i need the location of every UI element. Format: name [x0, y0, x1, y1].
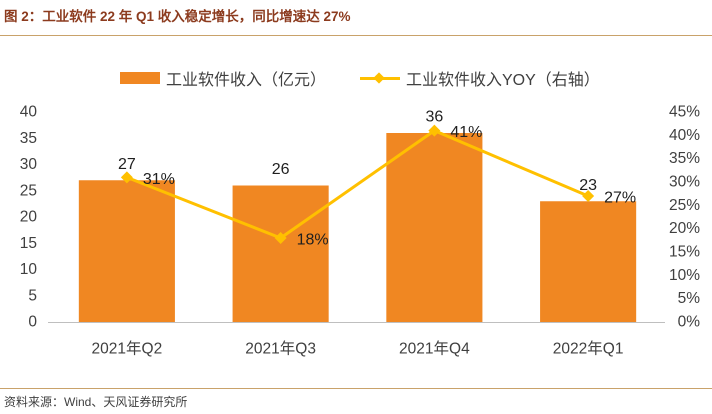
right-axis-tick-label-8: 40%	[669, 127, 700, 144]
left-axis-tick-label-8: 40	[20, 104, 38, 121]
right-axis-tick-label-5: 25%	[669, 197, 700, 214]
right-axis-tick-label-0: 0%	[678, 314, 701, 331]
revenue-bar-label-1: 27	[118, 156, 136, 173]
left-axis-tick-label-7: 35	[20, 130, 37, 147]
right-axis-tick-label-1: 5%	[678, 290, 701, 307]
source-note: 资料来源：Wind、天风证券研究所	[4, 394, 187, 410]
x-axis-tick-label-1: 2021年Q2	[92, 340, 163, 358]
yoy-label-3: 41%	[450, 124, 482, 141]
x-axis-tick-label-2: 2021年Q3	[245, 340, 316, 358]
yoy-label-1: 31%	[143, 171, 175, 188]
revenue-bar-label-2: 26	[272, 161, 290, 178]
left-axis-tick-label-1: 5	[28, 287, 37, 304]
yoy-label-2: 18%	[297, 232, 329, 249]
yoy-label-4: 27%	[604, 190, 636, 207]
revenue-bar-2	[233, 186, 329, 323]
revenue-bar-3	[386, 133, 482, 322]
left-axis-tick-label-3: 15	[20, 235, 37, 252]
right-axis-tick-label-6: 30%	[669, 174, 700, 191]
combo-chart: 0 5 10 15 20 25 30 35 40 0% 5% 10% 15% 20% 25% 30% 35% 40…	[0, 0, 712, 414]
left-axis-tick-label-6: 30	[20, 156, 38, 173]
left-axis-tick-label-4: 20	[20, 209, 38, 226]
right-axis-tick-label-4: 20%	[669, 220, 700, 237]
yoy-line	[127, 131, 588, 238]
left-axis-tick-label-5: 25	[20, 182, 37, 199]
right-axis-tick-label-3: 15%	[669, 244, 700, 261]
revenue-bar-1	[79, 180, 175, 322]
right-axis-tick-label-7: 35%	[669, 150, 700, 167]
source-divider	[0, 388, 712, 389]
x-axis-tick-label-3: 2021年Q4	[399, 340, 470, 358]
revenue-bar-label-4: 23	[579, 177, 597, 194]
right-axis-tick-label-2: 10%	[669, 267, 700, 284]
x-axis-tick-label-4: 2022年Q1	[553, 340, 624, 358]
revenue-bar-4	[540, 201, 636, 322]
right-axis-tick-label-9: 45%	[669, 104, 700, 121]
left-axis-tick-label-0: 0	[28, 314, 37, 331]
left-axis-tick-label-2: 10	[20, 261, 38, 278]
revenue-bar-label-3: 36	[425, 109, 443, 126]
